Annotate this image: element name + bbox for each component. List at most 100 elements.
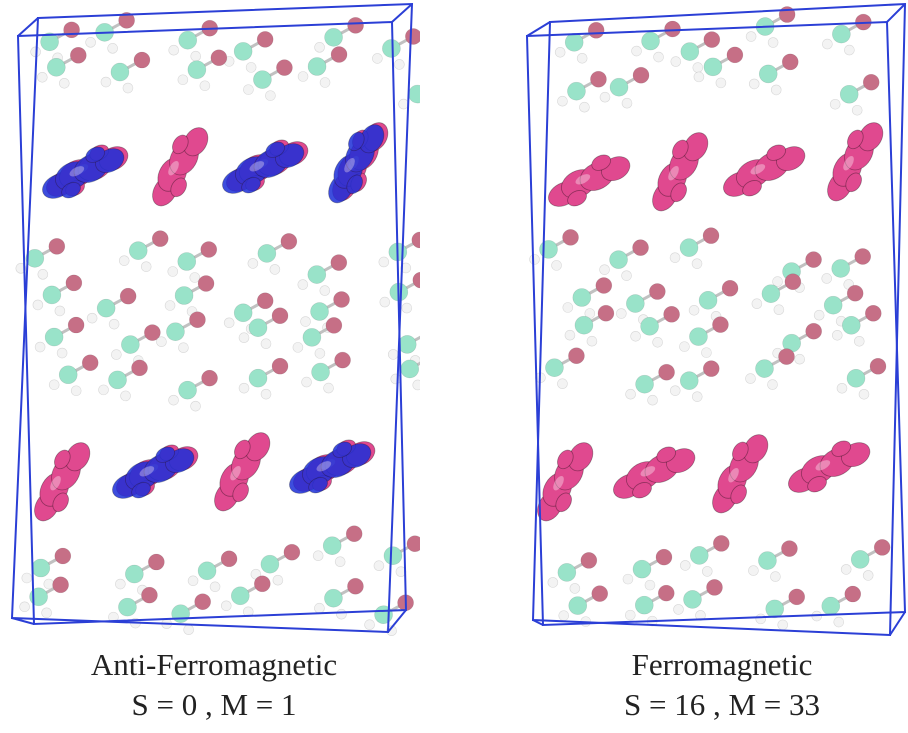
- oxygen-atom: [805, 251, 822, 268]
- carbon-atom: [761, 284, 781, 304]
- oxygen-atom: [151, 230, 169, 247]
- oxygen-atom: [119, 287, 137, 305]
- hydrogen-atom: [755, 613, 767, 625]
- carbon-atom: [683, 590, 702, 609]
- lobe-highlight: [230, 465, 241, 481]
- oxygen-atom: [632, 66, 650, 84]
- hydrogen-atom: [21, 572, 33, 584]
- oxygen-atom: [148, 553, 165, 571]
- carbon-atom: [125, 564, 144, 584]
- hydrogen-atom: [189, 272, 201, 283]
- hydrogen-atom: [569, 583, 581, 594]
- spin-density-lobe: [555, 492, 572, 513]
- carbon-atom: [832, 24, 851, 44]
- oxygen-atom: [67, 316, 85, 334]
- oxygen-atom: [48, 238, 66, 255]
- carbon-atom: [679, 371, 699, 390]
- hydrogen-atom: [43, 578, 55, 590]
- spin-density-lobe: [155, 446, 176, 463]
- spin-density-lobe: [845, 172, 862, 193]
- oxygen-atom: [276, 59, 293, 76]
- hydrogen-atom: [822, 38, 833, 50]
- hydrogen-atom: [312, 550, 324, 562]
- carbon-atom: [46, 57, 66, 77]
- spin-density-lobe: [52, 492, 69, 513]
- lobe-highlight: [553, 475, 564, 491]
- oxygen-atom: [854, 248, 872, 265]
- hydrogen-atom: [272, 574, 284, 586]
- spin-up-density: [537, 442, 594, 522]
- oxygen-atom: [562, 229, 579, 246]
- oxygen-atom: [784, 273, 802, 291]
- carbon-atom: [248, 368, 268, 388]
- hydrogen-atom: [177, 74, 189, 86]
- cell-edge: [526, 21, 551, 37]
- oxygen-atom: [805, 322, 822, 340]
- molecular-backbone: [529, 6, 891, 631]
- hydrogen-atom: [669, 252, 681, 263]
- spin-density-lobe: [557, 449, 574, 470]
- carbon-atom: [632, 559, 652, 579]
- hydrogen-atom: [599, 91, 611, 103]
- hydrogen-atom: [695, 610, 706, 621]
- hydrogen-atom: [243, 84, 254, 95]
- oxygen-atom: [726, 46, 744, 64]
- oxygen-atom: [862, 73, 880, 91]
- carbon-atom: [831, 259, 851, 278]
- oxygen-atom: [194, 593, 211, 610]
- spin-density-lobe: [591, 154, 612, 171]
- carbon-atom: [680, 42, 700, 61]
- hydrogen-atom: [840, 564, 852, 575]
- oxygen-atom: [271, 307, 289, 325]
- carbon-atom: [197, 561, 217, 581]
- hydrogen-atom: [862, 570, 874, 581]
- carbon-atom: [44, 327, 64, 347]
- lobe-highlight: [69, 166, 85, 177]
- hydrogen-atom: [562, 302, 574, 313]
- carbon-atom: [324, 28, 343, 47]
- oxygen-atom: [63, 21, 80, 39]
- oxygen-atom: [210, 49, 228, 67]
- carbon-atom: [572, 288, 592, 307]
- oxygen-atom: [778, 348, 795, 365]
- oxygen-atom: [141, 586, 158, 604]
- hydrogen-atom: [223, 317, 235, 329]
- hydrogen-atom: [32, 299, 44, 311]
- hydrogen-atom: [19, 601, 30, 613]
- hydrogen-atom: [301, 376, 312, 388]
- carbon-atom: [40, 32, 59, 52]
- spin-density-lobe: [670, 182, 687, 203]
- lobe-highlight: [640, 466, 656, 477]
- spin-density-lobe: [172, 134, 189, 155]
- spin-density-lobe: [170, 177, 187, 198]
- oxygen-atom: [334, 351, 351, 369]
- ferromagnetic-caption-values: S = 16 , M = 33: [623, 687, 821, 722]
- spin-density-lobe: [858, 122, 884, 152]
- hydrogen-atom: [745, 31, 757, 42]
- carbon-atom: [397, 335, 417, 354]
- spin-density-lobe: [568, 442, 594, 472]
- carbon-atom: [557, 563, 577, 582]
- hydrogen-atom: [529, 254, 540, 265]
- spin-density-lobe: [656, 446, 677, 463]
- oxygen-atom: [144, 324, 161, 341]
- spin-density-lobe: [730, 484, 747, 505]
- hydrogen-atom: [269, 264, 281, 275]
- hydrogen-atom: [178, 342, 189, 354]
- hydrogen-atom: [557, 95, 568, 107]
- oxygen-atom: [52, 576, 69, 594]
- hydrogen-atom: [701, 347, 712, 358]
- oxygen-atom: [703, 31, 721, 48]
- hydrogen-atom: [679, 341, 690, 352]
- spin-density-lobe: [265, 141, 286, 158]
- hydrogen-atom: [364, 619, 375, 631]
- carbon-atom: [110, 62, 130, 82]
- carbon-atom: [310, 302, 329, 321]
- cell-edge: [532, 619, 544, 626]
- unit-cell-box: [525, 2, 907, 637]
- carbon-atom: [382, 39, 401, 58]
- hydrogen-atom: [319, 285, 331, 296]
- hydrogen-atom: [401, 302, 413, 314]
- lobe-highlight: [139, 466, 155, 477]
- hydrogen-atom: [140, 261, 152, 272]
